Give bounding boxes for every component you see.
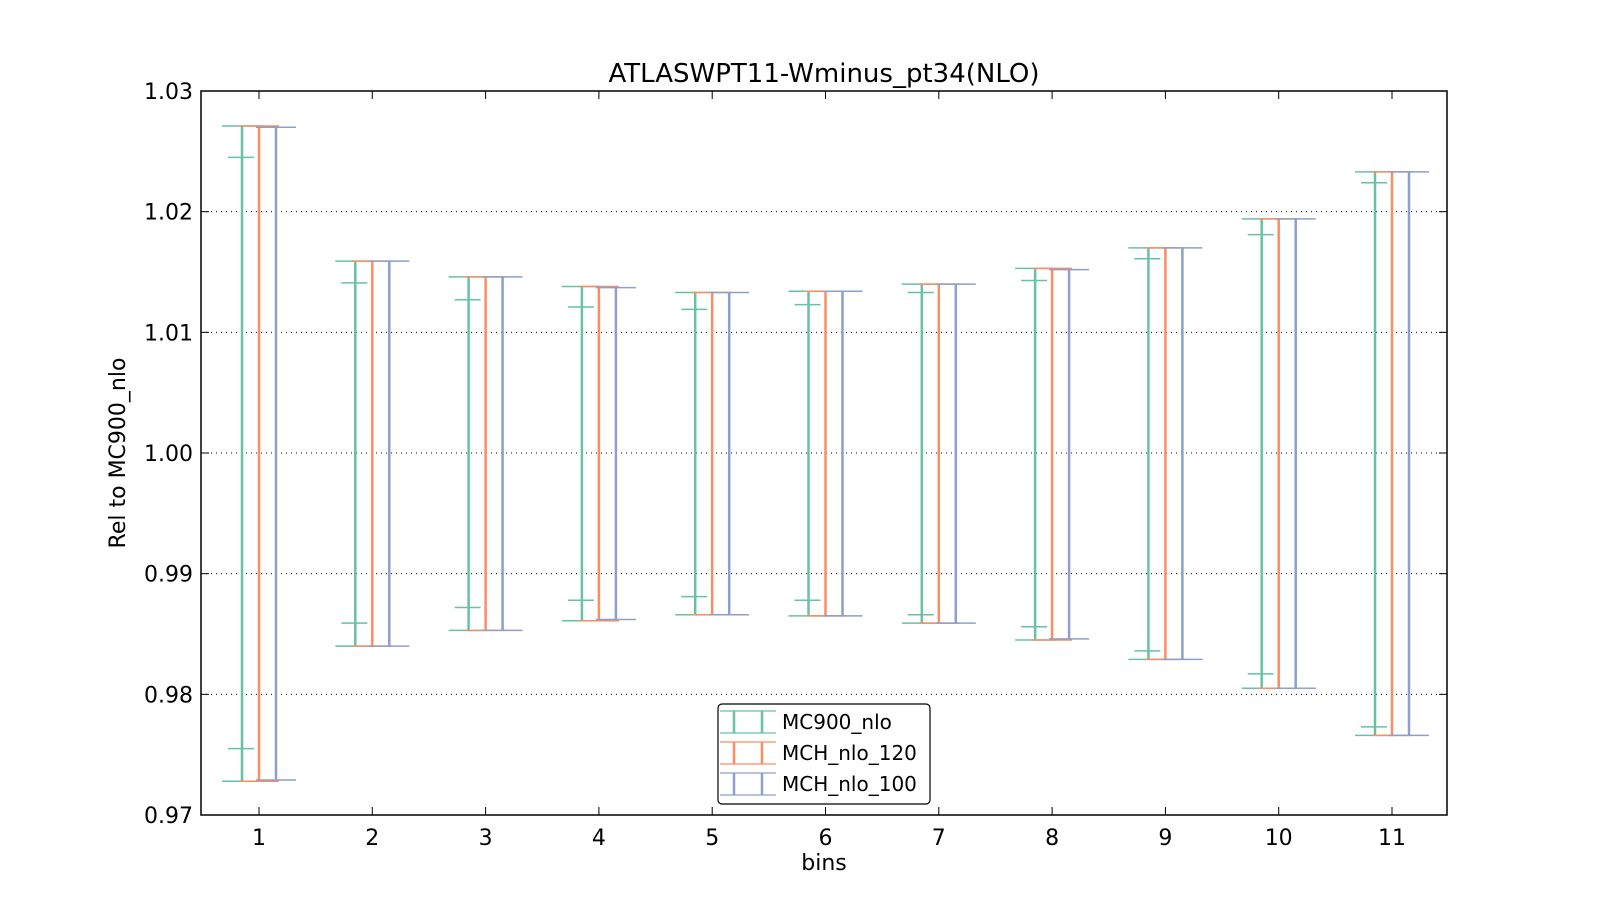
axis-ticks: 0.97 0.98 0.99 1.00 1.01 1.02 1.03 1 2 3 4 5 6 7 8 9 10 1…	[144, 80, 1447, 851]
x-tick-label: 2	[365, 826, 379, 851]
x-tick-label: 10	[1265, 826, 1293, 851]
legend-label-mc900-nlo: MC900_nlo	[782, 710, 892, 734]
x-tick-label: 8	[1045, 826, 1059, 851]
y-axis-title: Rel to MC900_nlo	[106, 358, 131, 549]
x-tick-label: 7	[932, 826, 946, 851]
x-tick-label: 3	[479, 826, 493, 851]
y-tick-label: 0.97	[144, 804, 193, 829]
x-tick-label: 11	[1378, 826, 1406, 851]
legend-box	[717, 703, 931, 805]
legend: MC900_nlo MCH_nlo_120 MCH_nlo_100	[717, 703, 931, 805]
legend-label-mch-nlo-120: MCH_nlo_120	[782, 741, 917, 765]
y-tick-label: 0.99	[144, 563, 193, 588]
y-tick-label: 1.01	[144, 321, 193, 346]
y-tick-label: 1.02	[144, 201, 193, 226]
x-axis-title: bins	[801, 851, 846, 876]
x-tick-label: 1	[252, 826, 266, 851]
y-tick-label: 1.00	[144, 442, 193, 467]
x-tick-label: 5	[705, 826, 719, 851]
y-tick-label: 1.03	[144, 80, 193, 105]
x-tick-label: 9	[1158, 826, 1172, 851]
chart-title: ATLASWPT11-Wminus_pt34(NLO)	[608, 59, 1039, 89]
x-tick-label: 6	[819, 826, 833, 851]
y-tick-label: 0.98	[144, 683, 193, 708]
error-bars	[222, 125, 1429, 782]
legend-label-mch-nlo-100: MCH_nlo_100	[782, 772, 917, 796]
x-tick-label: 4	[592, 826, 606, 851]
